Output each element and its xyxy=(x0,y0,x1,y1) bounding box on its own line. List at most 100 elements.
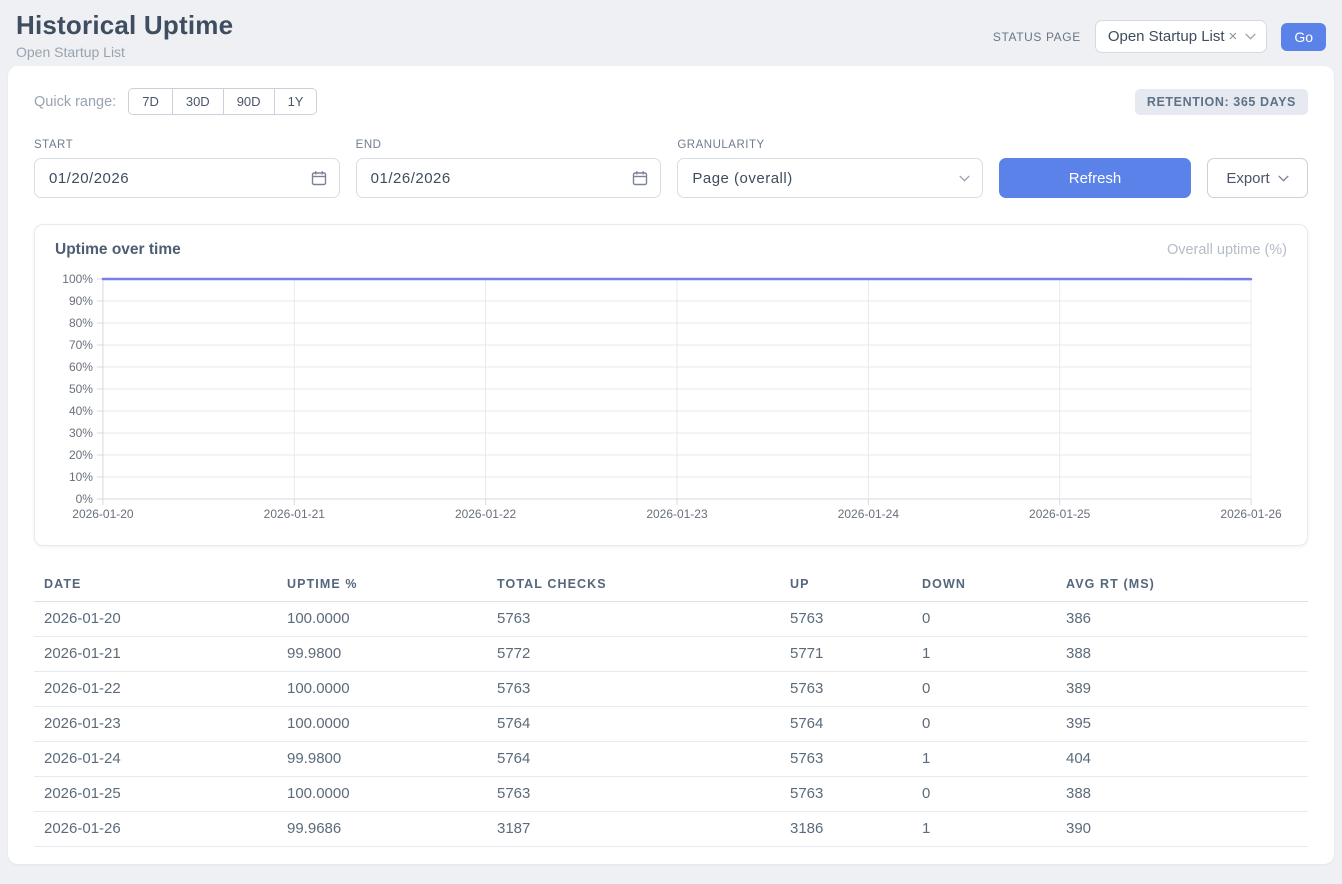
quick-range-90d-button[interactable]: 90D xyxy=(222,89,274,114)
table-cell: 389 xyxy=(1056,671,1308,707)
table-cell: 2026-01-21 xyxy=(34,636,277,672)
table-cell: 5764 xyxy=(487,706,780,742)
table-cell: 0 xyxy=(912,601,1056,637)
table-header-row: DATE UPTIME % TOTAL CHECKS UP DOWN AVG RT (MS… xyxy=(34,568,1308,602)
table-cell: 388 xyxy=(1056,636,1308,672)
table-row: 2026-01-22 100.0000 5763 5763 0 389 xyxy=(34,671,1308,707)
x-tick-label: 2026-01-23 xyxy=(646,507,708,521)
table-cell: 388 xyxy=(1056,776,1308,812)
page-title: Historical Uptime xyxy=(16,10,234,40)
retention-badge: RETENTION: 365 DAYS xyxy=(1134,88,1308,115)
start-date-input[interactable]: 01/20/2026 xyxy=(34,158,340,198)
x-tick-label: 2026-01-22 xyxy=(455,507,517,521)
table-header: UP xyxy=(780,568,912,602)
status-page-label: STATUS PAGE xyxy=(992,29,1081,44)
table-header: AVG RT (MS) xyxy=(1056,568,1308,602)
table-cell: 99.9800 xyxy=(277,741,487,777)
table-cell: 5763 xyxy=(780,776,912,812)
table-row: 2026-01-25 100.0000 5763 5763 0 388 xyxy=(34,776,1308,812)
status-page-select[interactable]: Open Startup List × xyxy=(1094,20,1268,53)
quick-range-1y-button[interactable]: 1Y xyxy=(273,89,317,114)
status-page-selected-value: Open Startup List xyxy=(1107,28,1225,45)
chart-title: Uptime over time xyxy=(55,241,181,258)
table-cell: 2026-01-22 xyxy=(34,671,277,707)
table-cell: 5763 xyxy=(780,741,912,777)
table-header: DOWN xyxy=(912,568,1056,602)
y-tick-label: 30% xyxy=(69,426,93,440)
table-cell: 5771 xyxy=(780,636,912,672)
page-header: Historical Uptime Open Startup List STAT… xyxy=(0,0,1342,66)
quick-range-7d-button[interactable]: 7D xyxy=(129,89,172,114)
table-cell: 5772 xyxy=(487,636,780,672)
granularity-selected-value: Page (overall) xyxy=(692,169,793,187)
y-tick-label: 20% xyxy=(69,448,93,462)
table-cell: 99.9686 xyxy=(277,811,487,847)
quick-range-label: Quick range: xyxy=(34,93,117,110)
y-tick-label: 50% xyxy=(69,382,93,396)
table-cell: 0 xyxy=(912,706,1056,742)
table-row: 2026-01-21 99.9800 5772 5771 1 388 xyxy=(34,636,1308,672)
table-row: 2026-01-24 99.9800 5764 5763 1 404 xyxy=(34,741,1308,777)
granularity-select[interactable]: Page (overall) xyxy=(677,158,984,198)
table-cell: 100.0000 xyxy=(277,776,487,812)
start-date-label: START xyxy=(34,139,74,151)
table-cell: 100.0000 xyxy=(277,706,487,742)
end-date-field-group: END 01/26/2026 xyxy=(355,139,662,198)
x-tick-label: 2026-01-26 xyxy=(1220,507,1282,521)
table-header: UPTIME % xyxy=(277,568,487,602)
granularity-label: GRANULARITY xyxy=(677,139,765,151)
y-tick-label: 70% xyxy=(69,338,93,352)
quick-range-row: Quick range: 7D 30D 90D 1Y RETENTION: 36… xyxy=(34,88,1308,115)
end-date-label: END xyxy=(355,139,382,151)
table-cell: 5764 xyxy=(780,706,912,742)
table-cell: 1 xyxy=(912,636,1056,672)
end-date-value: 01/26/2026 xyxy=(370,169,451,187)
table-cell: 404 xyxy=(1056,741,1308,777)
table-cell: 5764 xyxy=(487,741,780,777)
y-tick-label: 0% xyxy=(76,492,94,506)
table-header: DATE xyxy=(34,568,277,602)
table-cell: 0 xyxy=(912,671,1056,707)
calendar-icon[interactable] xyxy=(311,170,327,186)
table-cell: 100.0000 xyxy=(277,601,487,637)
table-cell: 5763 xyxy=(780,601,912,637)
table-row: 2026-01-26 99.9686 3187 3186 1 390 xyxy=(34,811,1308,847)
table-cell: 3186 xyxy=(780,811,912,847)
calendar-icon[interactable] xyxy=(632,170,648,186)
x-tick-label: 2026-01-25 xyxy=(1029,507,1091,521)
refresh-button[interactable]: Refresh xyxy=(999,158,1192,198)
clear-selection-icon[interactable]: × xyxy=(1228,28,1238,45)
end-date-input[interactable]: 01/26/2026 xyxy=(355,158,662,198)
go-button[interactable]: Go xyxy=(1281,22,1326,51)
table-cell: 2026-01-24 xyxy=(34,741,277,777)
chevron-down-icon xyxy=(959,175,970,182)
x-tick-label: 2026-01-20 xyxy=(72,507,134,521)
y-tick-label: 80% xyxy=(69,316,93,330)
quick-range-30d-button[interactable]: 30D xyxy=(171,89,223,114)
table-cell: 3187 xyxy=(487,811,780,847)
table-row: 2026-01-23 100.0000 5764 5764 0 395 xyxy=(34,706,1308,742)
table-cell: 0 xyxy=(912,776,1056,812)
granularity-field-group: GRANULARITY Page (overall) xyxy=(677,139,984,198)
y-tick-label: 10% xyxy=(69,470,93,484)
table-cell: 100.0000 xyxy=(277,671,487,707)
y-tick-label: 40% xyxy=(69,404,93,418)
export-button[interactable]: Export xyxy=(1207,158,1309,198)
filter-fields-row: START 01/20/2026 END 01/26/2026 xyxy=(34,139,1309,198)
table-cell: 386 xyxy=(1056,601,1308,637)
start-date-field-group: START 01/20/2026 xyxy=(34,139,340,198)
chart-header: Uptime over time Overall uptime (%) xyxy=(55,241,1287,259)
table-row: 2026-01-20 100.0000 5763 5763 0 386 xyxy=(34,601,1308,637)
main-panel: Quick range: 7D 30D 90D 1Y RETENTION: 36… xyxy=(8,66,1334,864)
title-block: Historical Uptime Open Startup List xyxy=(16,10,233,60)
table-cell: 5763 xyxy=(487,776,780,812)
table-cell: 5763 xyxy=(780,671,912,707)
x-tick-label: 2026-01-21 xyxy=(264,507,326,521)
table-header: TOTAL CHECKS xyxy=(487,568,780,602)
table-cell: 99.9800 xyxy=(277,636,487,672)
table-cell: 2026-01-20 xyxy=(34,601,277,637)
table-cell: 1 xyxy=(912,741,1056,777)
y-tick-label: 90% xyxy=(69,294,93,308)
uptime-line-chart[interactable]: 0% 10% 20% 30% 40% 50% 60% 70% 80% 90% 100% 2026-01… xyxy=(55,269,1287,531)
header-controls: STATUS PAGE Open Startup List × Go xyxy=(993,20,1326,53)
